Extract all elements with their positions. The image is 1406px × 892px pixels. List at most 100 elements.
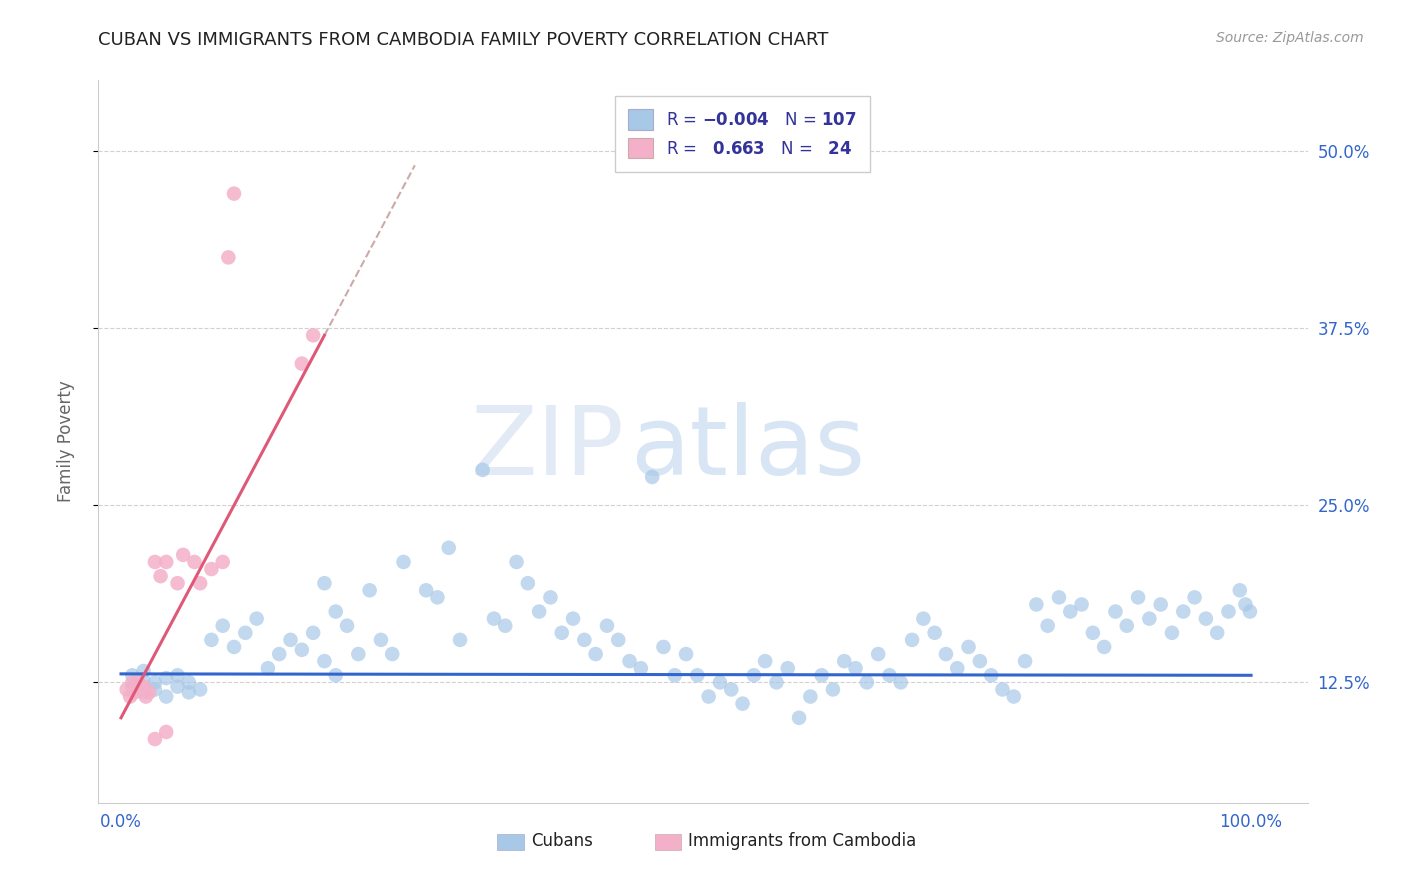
Point [131, 682, 153, 697]
Point [325, 668, 347, 682]
Point [482, 612, 505, 626]
Point [787, 711, 810, 725]
Point [538, 591, 561, 605]
Point [132, 680, 155, 694]
Point [776, 661, 799, 675]
Point [1195, 612, 1218, 626]
Point [1025, 598, 1047, 612]
Point [211, 618, 233, 632]
Text: ZIP: ZIP [471, 402, 624, 495]
Point [1092, 640, 1115, 654]
Point [924, 625, 946, 640]
Point [675, 647, 697, 661]
Point [246, 612, 269, 626]
Point [652, 640, 675, 654]
Point [314, 654, 336, 668]
Point [709, 675, 731, 690]
Point [641, 470, 664, 484]
Point [607, 632, 630, 647]
Point [449, 632, 471, 647]
Point [280, 632, 302, 647]
Point [392, 555, 415, 569]
Point [370, 632, 392, 647]
Point [574, 632, 596, 647]
Point [868, 647, 890, 661]
Point [437, 541, 460, 555]
Point [630, 661, 652, 675]
Point [765, 675, 787, 690]
Text: CUBAN VS IMMIGRANTS FROM CAMBODIA FAMILY POVERTY CORRELATION CHART: CUBAN VS IMMIGRANTS FROM CAMBODIA FAMILY… [98, 31, 828, 49]
Point [166, 576, 188, 591]
Point [1047, 591, 1070, 605]
Point [980, 668, 1002, 682]
Point [821, 682, 844, 697]
Point [1036, 618, 1059, 632]
Point [155, 690, 177, 704]
Point [155, 555, 177, 569]
Point [471, 463, 494, 477]
Point [143, 732, 166, 747]
Point [166, 668, 188, 682]
Point [957, 640, 980, 654]
Point [1014, 654, 1036, 668]
Point [121, 675, 143, 690]
Point [132, 673, 155, 688]
Point [562, 612, 585, 626]
Point [121, 668, 143, 682]
Point [291, 642, 314, 657]
Text: Source: ZipAtlas.com: Source: ZipAtlas.com [1216, 31, 1364, 45]
Point [754, 654, 776, 668]
Point [115, 682, 138, 697]
Point [124, 685, 146, 699]
Point [697, 690, 720, 704]
Point [1150, 598, 1173, 612]
Point [1059, 605, 1081, 619]
Point [325, 605, 347, 619]
Point [1218, 605, 1240, 619]
Point [1173, 605, 1195, 619]
Point [200, 562, 222, 576]
Point [302, 625, 325, 640]
Text: Cubans: Cubans [531, 832, 593, 850]
Point [720, 682, 742, 697]
Point [177, 675, 200, 690]
Point [257, 661, 280, 675]
Point [799, 690, 821, 704]
Point [127, 675, 149, 690]
FancyBboxPatch shape [655, 834, 682, 850]
Point [810, 668, 832, 682]
Point [946, 661, 969, 675]
Point [222, 186, 245, 201]
Point [188, 576, 211, 591]
Point [177, 685, 200, 699]
Point [1081, 625, 1104, 640]
Point [856, 675, 879, 690]
Point [1161, 625, 1184, 640]
Point [143, 555, 166, 569]
Point [969, 654, 991, 668]
Point [664, 668, 686, 682]
Point [291, 357, 314, 371]
Point [120, 690, 142, 704]
Point [1115, 618, 1137, 632]
Point [302, 328, 325, 343]
Point [832, 654, 855, 668]
Y-axis label: Family Poverty: Family Poverty [56, 381, 75, 502]
Point [155, 725, 177, 739]
Point [347, 647, 370, 661]
Point [132, 685, 155, 699]
Point [233, 625, 256, 640]
Point [188, 682, 211, 697]
Point [1184, 591, 1206, 605]
Point [336, 618, 359, 632]
Point [217, 251, 239, 265]
Point [269, 647, 291, 661]
Point [211, 555, 233, 569]
Point [359, 583, 381, 598]
Text: atlas: atlas [630, 402, 866, 495]
Point [585, 647, 607, 661]
Point [890, 675, 912, 690]
Point [132, 664, 155, 678]
Point [1234, 598, 1257, 612]
Point [155, 671, 177, 685]
